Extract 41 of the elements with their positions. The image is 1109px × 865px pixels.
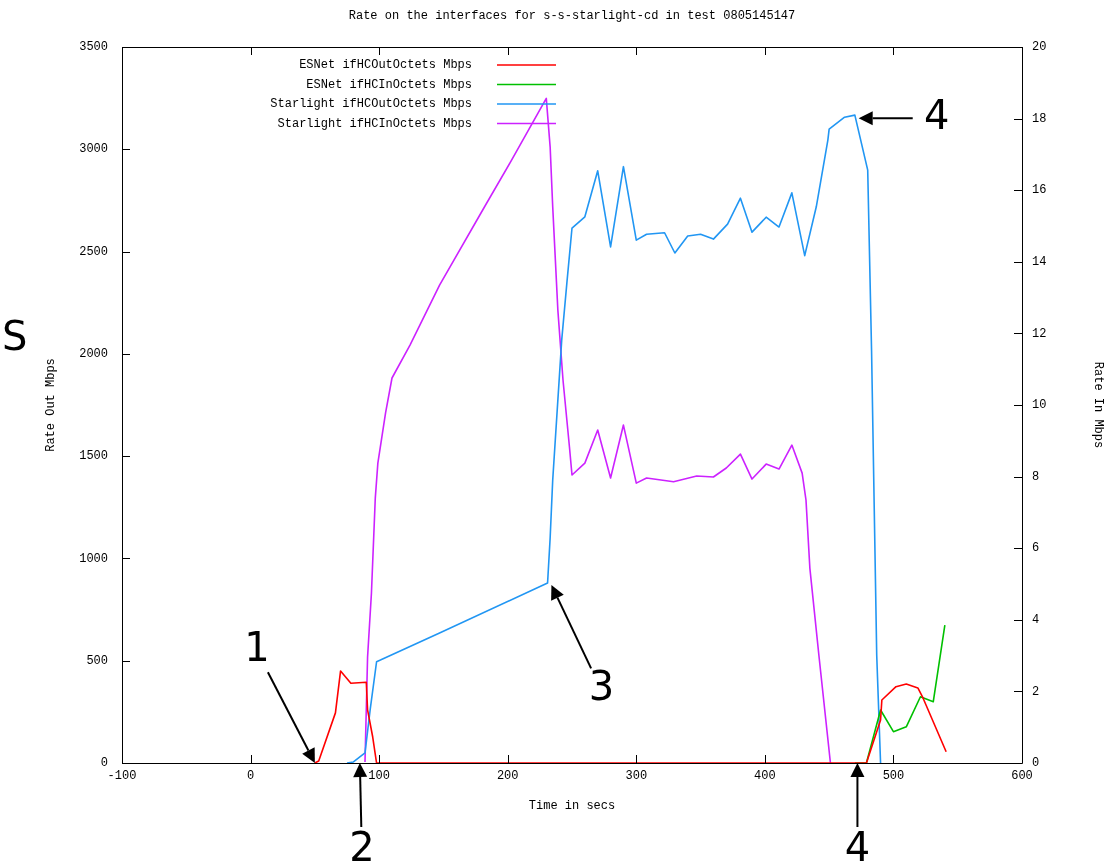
chart-title: Rate on the interfaces for s-s-starlight-cd in test 0805145147 <box>348 9 796 24</box>
y2-tick-label: 10 <box>1032 398 1047 413</box>
y-tick-label: 1000 <box>79 551 108 566</box>
y2-tick-label: 14 <box>1032 254 1047 269</box>
text: S <box>2 313 28 360</box>
x-tick-label: -100 <box>107 769 137 784</box>
y-tick-label: 1500 <box>79 449 108 464</box>
legend-label: Starlight ifHCOutOctets Mbps <box>270 97 472 112</box>
y2-tick-label: 4 <box>1032 612 1040 627</box>
annotation: 4 <box>923 91 950 138</box>
y2-tick-label: 18 <box>1032 111 1047 126</box>
y-tick-label: 500 <box>86 653 108 668</box>
y2-tick-label: 6 <box>1032 541 1040 556</box>
annotation: 4 <box>844 824 871 865</box>
legend-label: ESNet ifHCOutOctets Mbps <box>299 58 472 73</box>
x-tick-label: 200 <box>496 769 519 784</box>
x-tick-label: 600 <box>1011 769 1033 784</box>
annotation: 1 <box>244 624 270 671</box>
legend-label: ESNet ifHCInOctets Mbps <box>306 77 472 92</box>
x-tick-label: 300 <box>625 769 648 784</box>
y2-tick-label: 8 <box>1032 469 1040 484</box>
y-tick-label: 3500 <box>79 40 108 55</box>
x-tick-label: 500 <box>882 769 905 784</box>
y2-tick-label: 2 <box>1032 684 1040 699</box>
y2-tick-label: 12 <box>1032 326 1047 341</box>
annotation: 2 <box>349 824 375 865</box>
y2-axis-title: Rate In Mbps <box>1090 361 1105 449</box>
legend-label: Starlight ifHCInOctets Mbps <box>277 116 472 131</box>
x-axis-title: Time in secs <box>528 798 616 813</box>
y2-tick-label: 20 <box>1032 40 1047 55</box>
annotation: 3 <box>588 663 615 710</box>
y-tick-label: 3000 <box>79 142 108 157</box>
y-tick-label: 0 <box>100 756 108 771</box>
y2-tick-label: 0 <box>1032 756 1040 771</box>
x-tick-label: 100 <box>368 769 390 784</box>
y2-tick-label: 16 <box>1032 183 1047 198</box>
y-axis-title: Rate Out Mbps <box>44 358 59 452</box>
y-tick-label: 2000 <box>79 347 108 362</box>
x-tick-label: 400 <box>754 769 776 784</box>
y-tick-label: 2500 <box>79 244 108 259</box>
x-tick-label: 0 <box>246 769 255 784</box>
